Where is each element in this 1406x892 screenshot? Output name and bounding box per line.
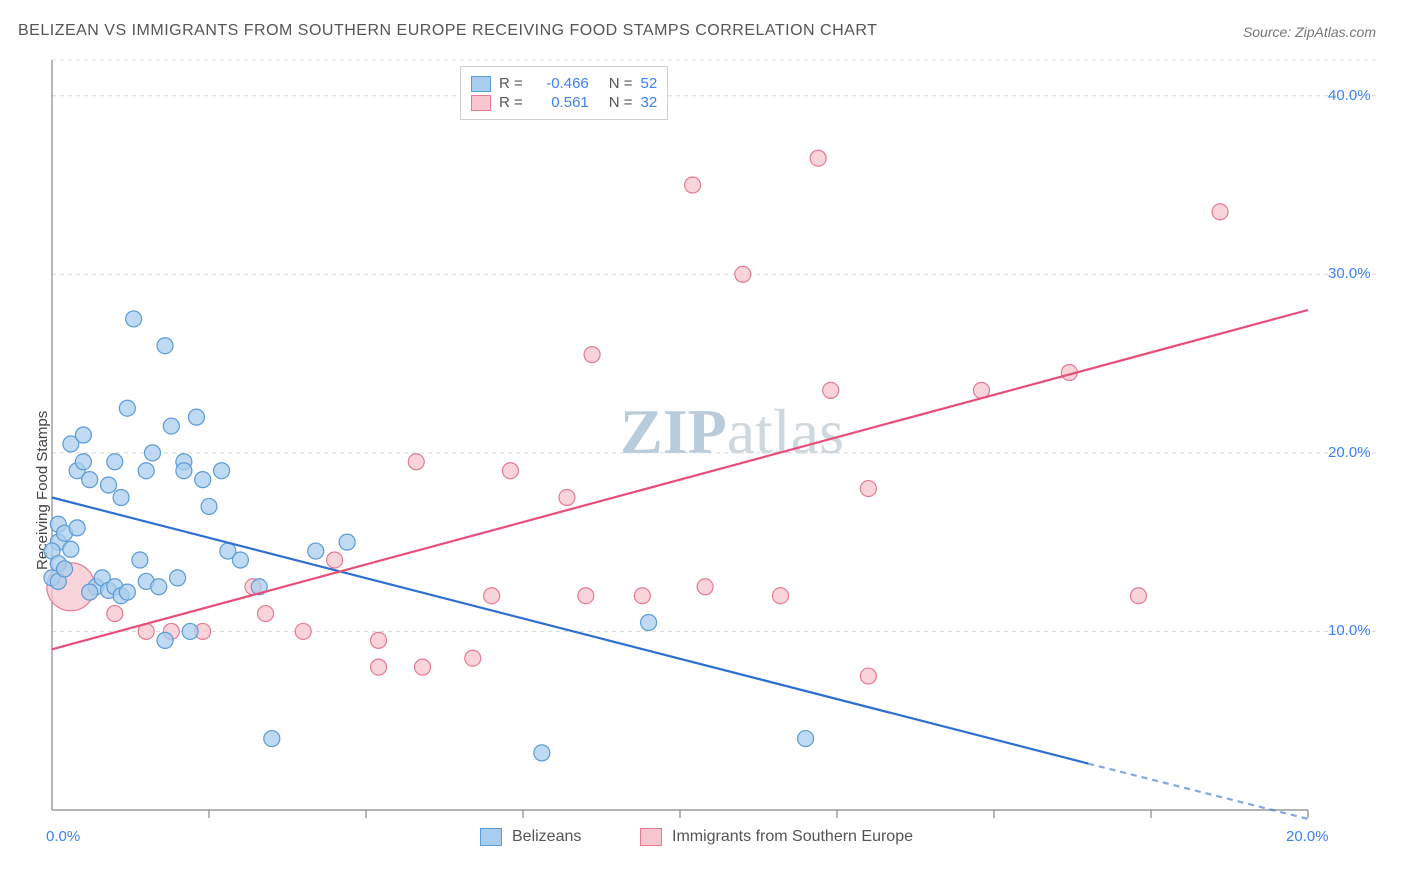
n-value: 32 [641, 94, 658, 111]
swatch-icon [471, 76, 491, 92]
r-value: 0.561 [531, 94, 589, 111]
legend-label-immigrants: Immigrants from Southern Europe [672, 828, 913, 846]
stats-legend: R = -0.466 N = 52 R = 0.561 N = 32 [460, 66, 668, 120]
swatch-belizeans [480, 828, 502, 846]
r-value: -0.466 [531, 75, 589, 92]
x-tick-label: 20.0% [1286, 828, 1329, 845]
r-label: R = [499, 94, 523, 111]
stats-legend-row: R = 0.561 N = 32 [471, 94, 657, 111]
y-tick-label: 10.0% [1328, 622, 1371, 639]
n-label: N = [609, 75, 633, 92]
y-tick-label: 20.0% [1328, 444, 1371, 461]
scatter-chart [0, 0, 1406, 892]
legend-item-immigrants: Immigrants from Southern Europe [640, 828, 913, 846]
swatch-immigrants [640, 828, 662, 846]
n-label: N = [609, 94, 633, 111]
y-tick-label: 30.0% [1328, 265, 1371, 282]
legend-label-belizeans: Belizeans [512, 828, 581, 846]
y-tick-label: 40.0% [1328, 87, 1371, 104]
x-tick-label: 0.0% [46, 828, 80, 845]
swatch-icon [471, 95, 491, 111]
r-label: R = [499, 75, 523, 92]
stats-legend-row: R = -0.466 N = 52 [471, 75, 657, 92]
legend-item-belizeans: Belizeans [480, 828, 581, 846]
n-value: 52 [641, 75, 658, 92]
